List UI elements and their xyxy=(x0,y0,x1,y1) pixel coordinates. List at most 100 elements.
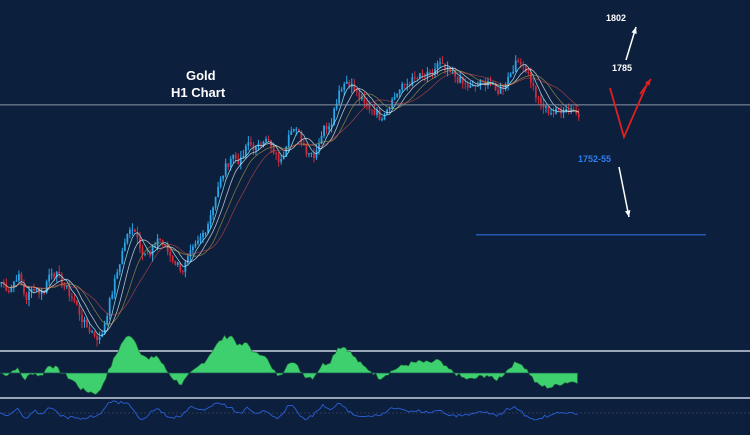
candle-body xyxy=(33,289,35,291)
moving-average-line xyxy=(1,72,579,316)
candle-body xyxy=(111,294,114,299)
candle-body xyxy=(197,240,199,244)
candle-body xyxy=(181,270,184,272)
candle-body xyxy=(524,65,527,72)
candle-body xyxy=(403,83,406,85)
candle-body xyxy=(305,145,308,155)
candle-body xyxy=(131,229,134,231)
candle-body xyxy=(91,331,93,333)
target-1802-label: 1802 xyxy=(606,13,627,23)
candle-body xyxy=(35,288,38,291)
candle-body xyxy=(18,274,20,281)
candle-body xyxy=(234,154,237,159)
candle-body xyxy=(214,197,217,208)
candle-body xyxy=(469,85,472,88)
candle-body xyxy=(335,103,338,109)
candle-body xyxy=(487,81,489,86)
candle-body xyxy=(73,298,76,301)
candle-body xyxy=(454,71,457,77)
candle-body xyxy=(567,109,570,112)
candle-body xyxy=(393,96,396,100)
candle-body xyxy=(373,110,376,115)
candle-body xyxy=(15,280,18,282)
candle-body xyxy=(507,76,510,85)
candle-body xyxy=(166,244,169,252)
candle-body xyxy=(345,81,348,84)
candle-body xyxy=(330,124,333,127)
candle-body xyxy=(184,262,187,272)
candle-body xyxy=(542,103,545,108)
candle-body xyxy=(431,72,434,74)
candle-body xyxy=(439,62,441,64)
candle-body xyxy=(285,146,288,157)
candle-body xyxy=(446,67,449,70)
candle-body xyxy=(209,215,212,225)
candle-body xyxy=(479,80,482,86)
candle-body xyxy=(449,67,452,73)
candle-body xyxy=(55,271,58,278)
candle-body xyxy=(159,238,162,241)
candle-body xyxy=(577,113,580,118)
candle-body xyxy=(265,138,267,142)
candle-body xyxy=(497,89,499,94)
candle-body xyxy=(282,156,285,160)
candle-body xyxy=(396,93,399,97)
moving-average-line xyxy=(1,69,579,325)
candle-body xyxy=(514,60,517,72)
candle-body xyxy=(30,289,33,292)
candle-body xyxy=(408,84,411,86)
candle-body xyxy=(86,319,88,328)
candle-body xyxy=(340,89,343,91)
candle-body xyxy=(532,83,535,87)
candle-body xyxy=(25,293,28,301)
candle-body xyxy=(7,290,10,293)
candle-body xyxy=(464,83,467,85)
candle-body xyxy=(186,256,189,263)
candle-body xyxy=(534,86,537,98)
candle-body xyxy=(461,76,464,84)
chart-subtitle: H1 Chart xyxy=(171,85,226,100)
candle-body xyxy=(229,158,232,167)
candle-body xyxy=(360,97,363,99)
candle-body xyxy=(78,304,81,315)
candle-body xyxy=(280,159,283,162)
candle-body xyxy=(323,125,325,136)
candle-body xyxy=(292,128,295,132)
candle-body xyxy=(149,253,151,256)
candle-body xyxy=(169,251,172,256)
chart-title: Gold xyxy=(186,68,216,83)
candle-body xyxy=(40,292,43,294)
candle-body xyxy=(328,126,330,130)
candle-body xyxy=(482,80,484,82)
candle-body xyxy=(376,110,378,115)
candle-body xyxy=(0,282,3,284)
candle-body xyxy=(368,104,371,110)
candle-body xyxy=(260,143,262,145)
candle-body xyxy=(108,298,111,317)
moving-average-line xyxy=(1,67,579,332)
arrow-down-support-head xyxy=(625,210,631,217)
candle-body xyxy=(139,237,141,249)
candle-body xyxy=(509,73,512,77)
candle-body xyxy=(224,163,227,176)
candle-body xyxy=(217,186,220,198)
candle-body xyxy=(202,233,204,238)
candle-body xyxy=(426,71,429,77)
candle-body xyxy=(499,86,502,94)
candle-body xyxy=(219,178,222,187)
candle-body xyxy=(176,262,179,265)
candle-body xyxy=(28,291,30,301)
candle-body xyxy=(537,97,540,99)
candle-body xyxy=(262,141,265,145)
candle-body xyxy=(290,131,293,135)
candle-body xyxy=(98,336,101,340)
candle-body xyxy=(118,264,121,273)
candle-body xyxy=(570,110,573,112)
target-1785-label: 1785 xyxy=(612,63,633,73)
candle-body xyxy=(10,287,13,293)
candle-body xyxy=(418,73,421,79)
candle-body xyxy=(222,175,225,179)
candle-body xyxy=(363,97,366,103)
candle-body xyxy=(411,77,414,86)
